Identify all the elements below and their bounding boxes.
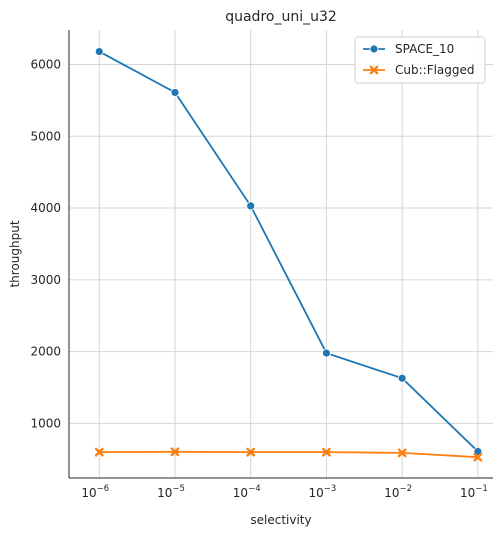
tick-labels: 10−6 10−5 10−4 10−3 10−2 10−1 1000 2000 3000 4000… (30, 57, 487, 500)
y-tick-label: 1000 (30, 416, 61, 430)
data-point (397, 448, 407, 458)
data-point (397, 373, 407, 383)
series-line (99, 450, 478, 459)
x-axis-title: selectivity (250, 513, 311, 527)
series-line (98, 50, 479, 453)
data-point (170, 447, 180, 457)
legend-label: Cub::Flagged (395, 63, 475, 77)
data-point (473, 447, 483, 456)
legend-box (354, 36, 486, 84)
grid (69, 30, 493, 478)
data-point (322, 447, 331, 457)
data-point (473, 452, 483, 462)
data-point (246, 201, 256, 211)
x-tick-label: 10−2 (384, 484, 412, 500)
data-point (322, 348, 331, 358)
x-tick-label: 10−3 (309, 484, 337, 500)
y-tick-label: 4000 (30, 201, 61, 215)
data-point (246, 447, 256, 457)
x-tick-label: 10−1 (460, 484, 488, 500)
data-point (170, 88, 180, 97)
y-tick-label: 3000 (30, 273, 61, 287)
x-tick-label: 10−4 (233, 484, 261, 500)
y-axis-title: throughput (8, 220, 22, 287)
legend-marker (369, 44, 379, 54)
chart-title: quadro_uni_u32 (225, 9, 337, 25)
legend-marker (369, 65, 379, 75)
legend-label: SPACE_10 (395, 42, 454, 56)
data-point (94, 47, 104, 56)
x-tick-label: 10−6 (81, 484, 109, 500)
y-tick-label: 5000 (30, 129, 61, 143)
x-tick-label: 10−5 (157, 484, 185, 500)
axes-spines (68, 30, 493, 479)
series-layer (94, 47, 483, 462)
data-point (94, 447, 104, 457)
y-tick-label: 6000 (30, 57, 61, 71)
y-tick-label: 2000 (30, 345, 61, 359)
